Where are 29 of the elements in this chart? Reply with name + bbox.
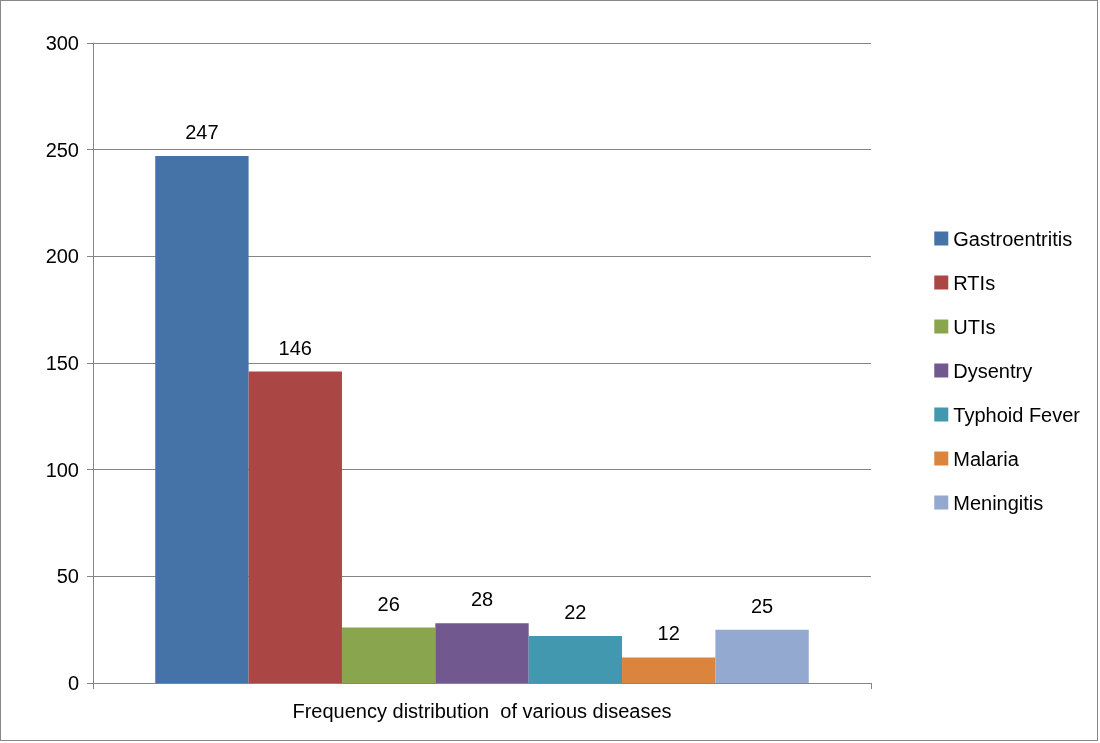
legend-label: RTIs — [953, 271, 996, 294]
bar — [622, 657, 716, 683]
x-tick-label: Frequency distribution of various diseases — [292, 700, 672, 722]
bar — [715, 629, 809, 683]
legend-label: Gastroentritis — [953, 227, 1073, 250]
y-tick-label: 200 — [45, 245, 79, 268]
data-label: 28 — [470, 588, 494, 611]
bar — [528, 636, 623, 683]
legend-label: UTIs — [953, 315, 996, 338]
y-tick-label: 250 — [45, 138, 79, 161]
data-label: 26 — [377, 592, 400, 615]
y-tick-label: 150 — [45, 352, 79, 374]
data-label: 247 — [185, 121, 219, 144]
bar — [341, 627, 436, 683]
data-label: 22 — [564, 601, 587, 624]
legend-label: Typhoid Fever — [953, 403, 1081, 426]
data-label: 25 — [750, 594, 774, 617]
data-label: 146 — [278, 336, 312, 359]
y-tick-label: 50 — [56, 565, 79, 588]
legend-label: Malaria — [953, 447, 1020, 470]
y-tick-label: 0 — [67, 672, 79, 694]
legend-label: Meningitis — [953, 491, 1044, 514]
y-tick-label: 100 — [45, 458, 79, 481]
bar — [248, 371, 342, 683]
data-label: 12 — [657, 622, 680, 645]
y-tick-label: 300 — [45, 32, 79, 54]
bar — [155, 156, 249, 683]
legend-label: Dysentry — [953, 359, 1033, 382]
bar — [435, 623, 529, 683]
